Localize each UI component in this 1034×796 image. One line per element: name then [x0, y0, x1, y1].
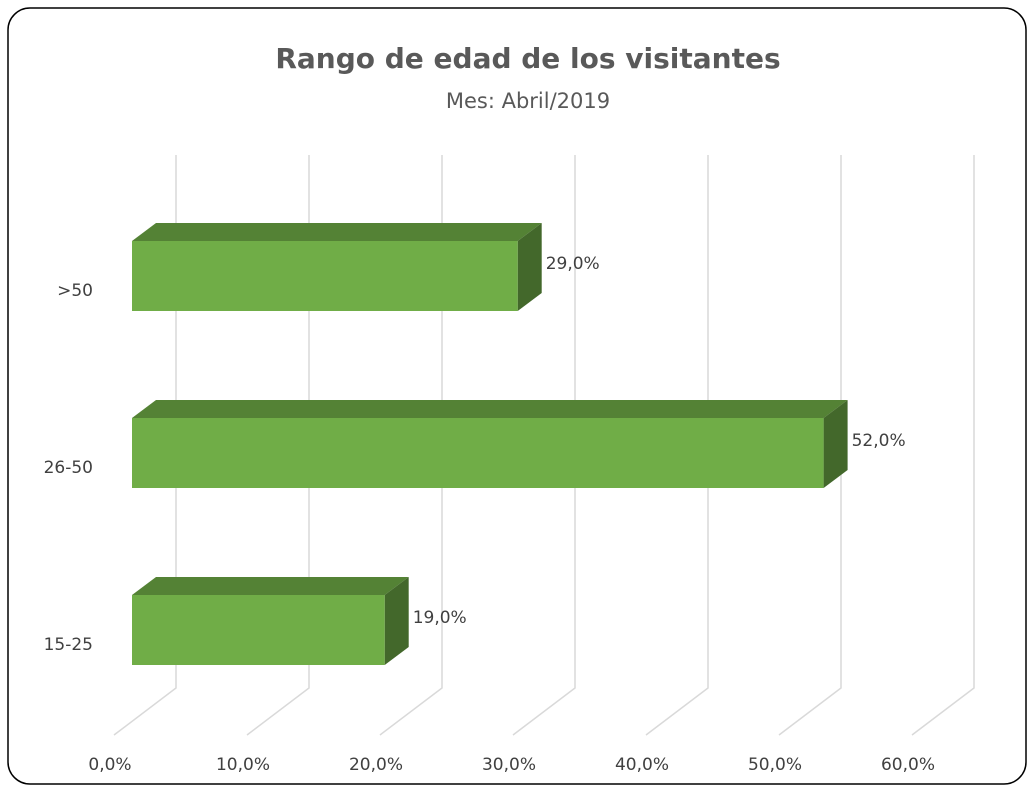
- bar-side: [823, 400, 848, 488]
- bar-side: [517, 223, 542, 311]
- data-label: 52,0%: [852, 431, 906, 451]
- grid-line: [778, 155, 842, 736]
- grid-line: [512, 155, 576, 736]
- x-tick-label: 40,0%: [615, 755, 669, 775]
- grid-line: [246, 155, 310, 736]
- y-tick-label: 15-25: [44, 635, 93, 655]
- grid-line: [379, 155, 443, 736]
- x-tick-label: 0,0%: [88, 755, 131, 775]
- y-tick-label: 26-50: [44, 458, 93, 478]
- data-label: 19,0%: [413, 608, 467, 628]
- y-tick-label: >50: [57, 281, 93, 301]
- x-tick-label: 30,0%: [482, 755, 536, 775]
- bar-top: [132, 577, 409, 595]
- data-label: 29,0%: [546, 254, 600, 274]
- x-tick-label: 10,0%: [216, 755, 270, 775]
- bar: [132, 241, 518, 311]
- chart-subtitle: Mes: Abril/2019: [446, 89, 610, 113]
- bar-top: [132, 223, 542, 241]
- x-tick-label: 50,0%: [748, 755, 802, 775]
- bar: [132, 418, 824, 488]
- bar-side: [384, 577, 409, 665]
- grid-line: [645, 155, 709, 736]
- bar-top: [132, 400, 848, 418]
- chart-border: [7, 7, 1027, 785]
- grid-line: [911, 155, 975, 736]
- grid-line: [113, 155, 177, 736]
- bar: [132, 595, 385, 665]
- x-tick-label: 60,0%: [881, 755, 935, 775]
- x-tick-label: 20,0%: [349, 755, 403, 775]
- chart-title: Rango de edad de los visitantes: [275, 42, 780, 75]
